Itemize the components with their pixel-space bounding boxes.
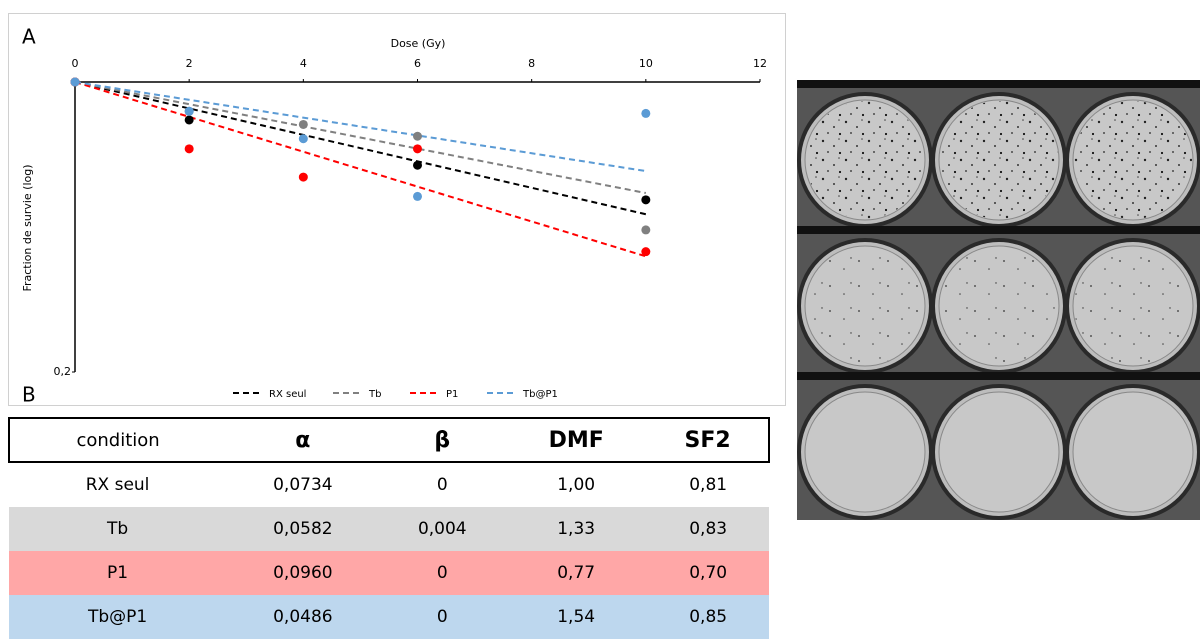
data-point [413,131,422,141]
data-point [641,247,651,257]
table-cell: Tb@P1 [9,595,227,639]
legend-label: Tb [368,389,381,400]
y-axis-label: Fraction de survie (log) [21,164,34,291]
x-tick-label: 8 [528,57,535,70]
table-cell: 0,0734 [273,475,333,495]
data-point [641,195,651,205]
chart-frame [8,13,786,406]
table-cell: 0,70 [647,551,769,595]
x-tick-label: 2 [186,57,193,70]
table-cell: SF2 [647,417,770,463]
colonies [806,101,924,219]
colonies [1074,247,1192,365]
data-point [641,225,651,235]
table-cell: α [226,417,380,463]
data-point [184,144,194,154]
table-cell: 0,0960 [226,551,380,595]
plate-bar [797,80,1200,88]
panel-label: B [22,383,36,407]
table-cell: β [379,417,506,463]
fit-line [74,81,647,258]
table-cell: 0 [436,475,448,495]
table-cell: DMF [505,417,648,463]
x-tick-label: 4 [300,57,307,70]
data-point [413,160,422,170]
colonies [1074,101,1192,219]
y-tick-label: 0,2 [54,365,72,378]
fit-line [74,81,647,216]
table-cell: 0,004 [379,507,506,551]
data-point [641,108,651,118]
table-cell: P1 [9,551,227,595]
table-row: Tb 0,0582 0,004 1,33 0,83 [9,507,769,551]
table-cell: Tb [9,507,227,551]
plate-inner [804,391,926,513]
table-cell: 1,00 [557,475,596,495]
chart: A B Dose (Gy) Fraction de survie (log) 0… [8,13,786,407]
plate-inner [1072,391,1194,513]
colonies [940,247,1058,365]
data-point [298,172,308,182]
legend-label: RX seul [269,389,306,400]
table-cell: 1,54 [505,595,648,639]
table-row: P1 0,0960 0 0,77 0,70 [9,551,769,595]
data-point [184,115,194,125]
table-cell: 0 [379,595,506,639]
table-row: Tb@P1 0,0486 0 1,54 0,85 [9,595,769,639]
fit-line [74,81,647,195]
data-point [298,134,308,144]
table-cell: 0,85 [647,595,769,639]
data-point [298,119,308,129]
plates-photo [797,80,1200,520]
fit-line [74,81,646,173]
table-cell: 0,0582 [226,507,380,551]
x-tick-label: 0 [72,57,79,70]
data-point [70,77,80,87]
table-cell: 0,77 [505,551,648,595]
table-cell: condition [7,417,227,463]
plate-bar [797,226,1200,234]
table-cell: 0 [379,551,506,595]
x-tick-label: 10 [639,57,653,70]
table-cell: 0,0486 [226,595,380,639]
colonies [806,247,924,365]
x-axis-label: Dose (Gy) [391,37,446,50]
colonies [940,101,1058,219]
legend-label: P1 [446,389,458,400]
x-tick-label: 6 [414,57,421,70]
panel-label: A [22,25,36,49]
table-cell: 0,81 [689,475,728,495]
table-row: condition α β DMF SF2 [7,417,770,463]
plate-inner [938,391,1060,513]
legend-label: Tb@P1 [522,389,558,400]
table-cell: RX seul [85,475,150,495]
data-point [184,106,194,116]
plate-bar [797,372,1200,380]
data-point [413,191,422,201]
data-point [413,144,422,154]
x-tick-label: 12 [753,57,767,70]
table-row: RX seul 0,0734 0 1,00 0,81 [9,462,769,507]
table-cell: 1,33 [505,507,648,551]
parameter-table: condition α β DMF SF2 RX seul 0,0734 0 1,00 0,81 T… [7,417,770,639]
table-cell: 0,83 [647,507,769,551]
